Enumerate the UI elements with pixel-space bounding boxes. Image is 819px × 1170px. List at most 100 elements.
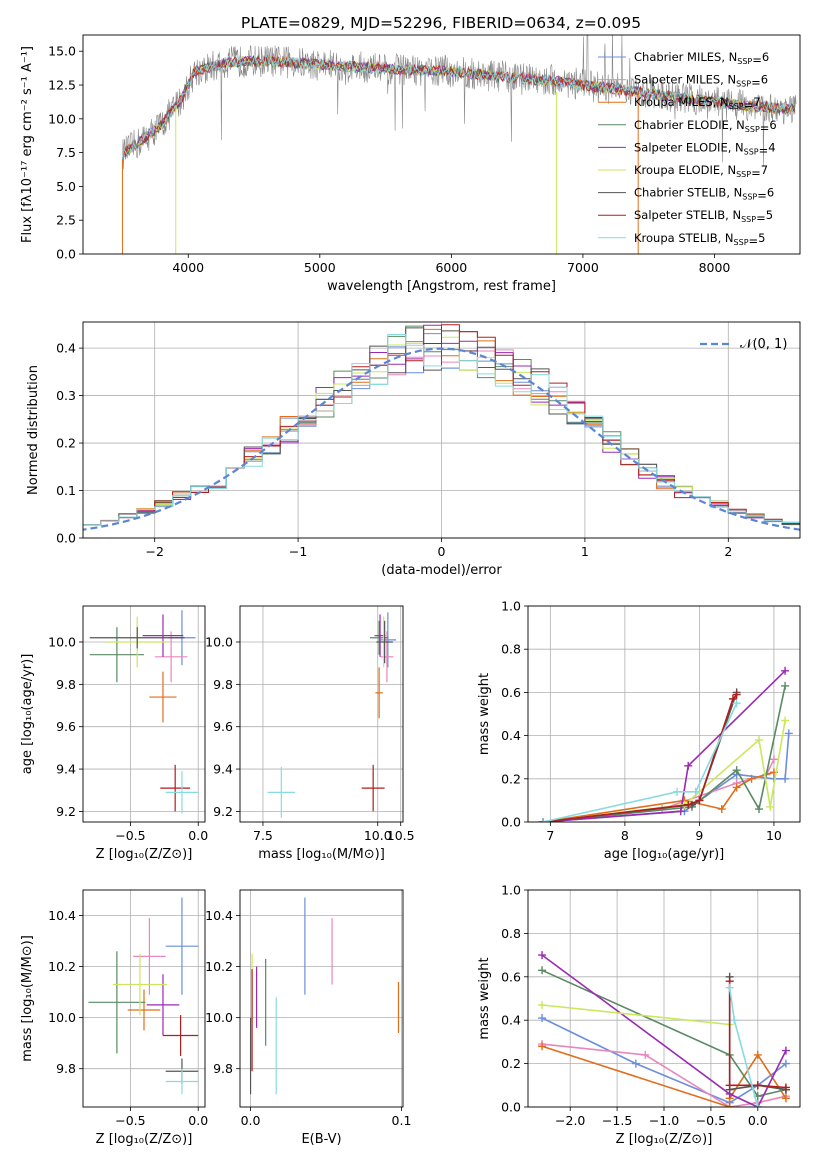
mass-weight-marker	[781, 774, 790, 783]
age_vs_Z-chart: −0.5 0.0 9.2 9.4 9.6 9.8 10.0 Z [log₁₀(Z/Z⊙)] ag…	[20, 605, 208, 862]
y-tick-label: 9.8	[213, 677, 233, 692]
mass-weight-marker	[753, 1050, 762, 1059]
legend-entry-name: Salpeter STELIB	[634, 208, 725, 222]
y-tick-label: 9.8	[56, 1061, 76, 1076]
legend-entry-sub: SSP	[729, 102, 744, 111]
y-axis-label: mass weight	[477, 673, 492, 755]
y-tick-label: 0.4	[56, 341, 76, 356]
y-axis-label: Normed distribution	[26, 365, 41, 495]
y-tick-label: 0.0	[56, 247, 76, 262]
y-tick-label: 0.3	[56, 388, 76, 403]
x-tick-label: 0.0	[188, 828, 208, 843]
x-tick-label: −1	[289, 544, 307, 559]
residual-histogram	[83, 324, 800, 538]
x-tick-label: 2	[724, 544, 732, 559]
legend-entry-count: 6	[769, 118, 776, 132]
mass-weight-marker	[732, 766, 741, 775]
mass-weight-marker	[753, 1103, 762, 1107]
y-tick-label: 0.6	[501, 969, 521, 984]
axes-frame	[82, 889, 206, 1108]
axes-frame	[527, 889, 801, 1108]
mass-weight-marker	[732, 690, 741, 699]
y-tick-label: 1.0	[501, 883, 521, 898]
observed-spectrum-line	[122, 35, 797, 170]
grid	[240, 606, 403, 822]
mass-weight-marker	[732, 783, 741, 792]
legend-eq: =	[752, 53, 762, 67]
y-tick-label: 2.5	[56, 213, 76, 228]
legend-entry: Chabrier MILES, NSSP=6	[634, 50, 769, 67]
y-tick-label: 10.0	[48, 635, 76, 650]
errorbar-point	[154, 631, 188, 683]
mass-weight-marker	[781, 1094, 790, 1103]
legend-entry-name: Chabrier MILES	[634, 50, 721, 64]
errorbar-point	[146, 974, 180, 1036]
axes-frame	[239, 889, 404, 1108]
legend-entry-count: 4	[768, 140, 775, 154]
y-tick-label: 10.4	[48, 908, 76, 923]
x-tick-label: −1.0	[649, 1113, 679, 1128]
legend-entry-count: 7	[761, 163, 768, 177]
mass-weight-marker	[684, 761, 693, 770]
legend-entry: Chabrier ELODIE, NSSP=6	[634, 118, 777, 135]
x-tick-label: 10.5	[387, 828, 415, 843]
plot-area	[88, 897, 199, 1095]
mass-weight-marker	[725, 983, 734, 992]
errorbar-point	[89, 627, 144, 683]
y-tick-label: 0.1	[56, 483, 76, 498]
mass-weight-marker	[538, 951, 547, 960]
mass-weight-line	[728, 981, 786, 1089]
y-tick-label: 5.0	[56, 179, 76, 194]
mass-weight-marker	[769, 755, 778, 764]
x-tick-label: 9	[695, 828, 703, 843]
y-tick-label: 9.4	[56, 762, 76, 777]
mass-weight-line	[542, 694, 738, 822]
model-spectrum-line	[122, 54, 796, 160]
mass-weight-line	[541, 969, 787, 1098]
errorbar-point	[162, 1015, 199, 1056]
legend-entry-name: Chabrier STELIB	[634, 186, 726, 200]
mass-weight-marker	[766, 802, 775, 811]
legend-entry-prefix: , N	[713, 95, 729, 109]
legend-eq: =	[749, 234, 759, 248]
x-tick-label: 4000	[172, 260, 204, 275]
grid	[528, 605, 800, 823]
legend-entry-count: 6	[762, 50, 769, 64]
legend-entry-name: Chabrier ELODIE	[634, 118, 729, 132]
mass-weight-marker	[538, 1001, 547, 1010]
axes-frame	[82, 34, 801, 255]
mass-weight-marker	[781, 1059, 790, 1068]
y-tick-label: 0.4	[501, 1013, 521, 1028]
errorbar-point	[361, 764, 385, 812]
legend-entry-sub: SSP	[736, 80, 751, 89]
mass_vs_EBV-chart: 0.0 0.1 9.8 10.0 10.2 10.4 E(B-V)	[205, 889, 411, 1147]
legend-entry: Kroupa STELIB, NSSP=5	[634, 231, 766, 248]
x-tick-label: 10	[766, 828, 782, 843]
plot-area	[121, 35, 797, 254]
mass-weight-marker	[538, 1014, 547, 1023]
legend-entry-sub: SSP	[744, 147, 759, 156]
legend-entry-prefix: , N	[721, 50, 737, 64]
errorbar-point	[267, 766, 296, 818]
errorbar-point	[380, 631, 394, 683]
mass-weight-marker	[673, 787, 682, 796]
y-tick-label: 15.0	[48, 44, 76, 59]
errorbar-point	[376, 620, 393, 664]
x-tick-label: −0.5	[696, 1113, 726, 1128]
y-tick-label: 10.4	[205, 908, 233, 923]
x-tick-label: 0	[438, 544, 446, 559]
mass-weight-marker	[725, 1081, 734, 1090]
x-tick-label: 0.0	[188, 1113, 208, 1128]
y-axis-label: mass weight	[477, 957, 492, 1039]
mass-weight-marker	[781, 1083, 790, 1092]
y-tick-label: 0.2	[56, 436, 76, 451]
legend-entry-sub: SSP	[742, 193, 757, 202]
mass-weight-marker	[747, 774, 756, 783]
mass-weight-marker	[753, 1081, 762, 1090]
mass-weight-marker	[538, 818, 547, 822]
y-tick-label: 1.0	[501, 599, 521, 614]
axes-frame	[239, 605, 404, 823]
x-tick-label: 0.0	[241, 1113, 261, 1128]
errorbar-point	[375, 667, 383, 719]
